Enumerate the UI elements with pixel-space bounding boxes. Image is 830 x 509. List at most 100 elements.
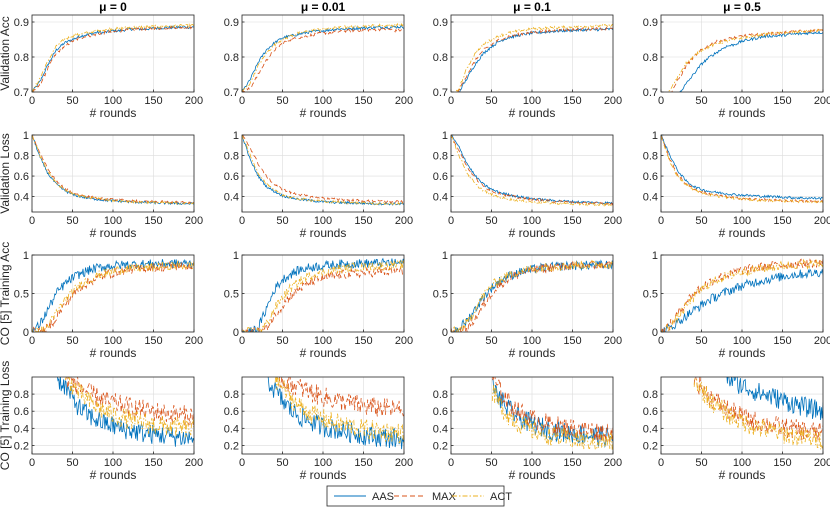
x-tick-label: 100 [733, 215, 751, 227]
x-tick-label: 50 [695, 335, 707, 347]
y-tick-label: 1 [233, 250, 239, 262]
series-line-act [491, 384, 613, 451]
y-tick-label: 0.4 [433, 192, 448, 204]
y-tick-label: 0.4 [224, 423, 239, 435]
x-tick-label: 150 [563, 457, 581, 469]
series-line-aas [267, 377, 404, 450]
y-tick-label: 0.9 [433, 17, 448, 29]
y-tick-label: 0.6 [14, 171, 29, 183]
y-tick-label: 0 [23, 327, 29, 339]
x-tick-label: 150 [354, 95, 372, 107]
x-tick-label: 100 [733, 457, 751, 469]
y-tick-label: 0.7 [643, 87, 658, 99]
x-tick-label: 0 [239, 457, 245, 469]
series-line-act [693, 377, 823, 450]
series-line-act [451, 259, 613, 332]
y-tick-label: 0.8 [224, 389, 239, 401]
y-tick-label: 0.4 [224, 192, 239, 204]
panel-r3-c1: 0 50 100 150 200 0 0.5 1 # rounds CO [5] Training… [0, 242, 203, 360]
y-tick-label: 0 [442, 327, 448, 339]
y-tick-label: 0.8 [433, 151, 448, 163]
series-line-act [64, 377, 194, 438]
panel-r4-c2: 0 50 100 150 200 0.2 0.4 0.6 0.8 # rounds [224, 376, 413, 482]
x-tick-label: 200 [185, 95, 203, 107]
x-tick-label: 0 [448, 335, 454, 347]
x-tick-label: 50 [485, 215, 497, 227]
y-tick-label: 1 [442, 250, 448, 262]
x-tick-label: 100 [523, 335, 541, 347]
x-axis-label: # rounds [300, 226, 347, 240]
series-line-aas [32, 25, 194, 92]
x-tick-label: 150 [144, 457, 162, 469]
legend-label-act: ACT [490, 491, 512, 503]
x-tick-label: 100 [733, 95, 751, 107]
x-tick-label: 200 [604, 335, 622, 347]
y-tick-label: 0.8 [224, 52, 239, 64]
x-tick-label: 50 [66, 457, 78, 469]
legend-label-max: MAX [432, 491, 457, 503]
y-tick-label: 0.8 [643, 389, 658, 401]
series-line-aas [451, 135, 613, 206]
series-line-max [32, 135, 194, 205]
y-tick-label: 0.6 [643, 406, 658, 418]
y-tick-label: 0 [233, 327, 239, 339]
series-line-max [32, 261, 194, 332]
x-tick-label: 50 [485, 457, 497, 469]
x-tick-label: 50 [276, 215, 288, 227]
x-tick-label: 200 [185, 457, 203, 469]
series-line-aas [56, 377, 194, 447]
y-tick-label: 0.7 [14, 87, 29, 99]
y-axis-label: CO [5] Training Loss [0, 361, 12, 470]
y-tick-label: 0.8 [433, 52, 448, 64]
x-tick-label: 200 [604, 215, 622, 227]
y-tick-label: 0.5 [14, 289, 29, 301]
x-tick-label: 150 [354, 215, 372, 227]
panel-r3-c4: 0 50 100 150 200 0 0.5 1 # rounds [643, 250, 830, 360]
y-tick-label: 0.4 [433, 423, 448, 435]
x-tick-label: 200 [395, 215, 413, 227]
series-line-act [455, 23, 613, 92]
x-axis-label: # rounds [719, 346, 766, 360]
y-tick-label: 0.6 [643, 171, 658, 183]
panel-r2-c2: 0 50 100 150 200 0.4 0.6 0.8 1 # rounds [224, 130, 413, 240]
x-tick-label: 0 [658, 335, 664, 347]
series-line-max [661, 135, 823, 204]
x-tick-label: 150 [563, 215, 581, 227]
y-tick-label: 1 [442, 130, 448, 142]
x-tick-label: 50 [276, 335, 288, 347]
x-axis-label: # rounds [300, 106, 347, 120]
x-tick-label: 100 [314, 95, 332, 107]
panel-r1-c1: 0 50 100 150 200 0.7 0.8 0.9 # rounds μ = 0 Valida… [0, 0, 203, 120]
x-tick-label: 200 [814, 457, 830, 469]
series-line-max [456, 26, 613, 92]
y-tick-label: 0 [652, 327, 658, 339]
panel-r3-c2: 0 50 100 150 200 0 0.5 1 # rounds [224, 250, 413, 360]
y-tick-label: 0.8 [643, 52, 658, 64]
x-tick-label: 200 [814, 95, 830, 107]
series-line-max [451, 260, 613, 332]
series-line-act [242, 259, 404, 332]
x-tick-label: 0 [29, 215, 35, 227]
x-tick-label: 100 [733, 335, 751, 347]
y-tick-label: 0.5 [224, 289, 239, 301]
x-tick-label: 0 [239, 95, 245, 107]
series-line-act [668, 28, 823, 92]
y-tick-label: 1 [652, 250, 658, 262]
panel-r2-c4: 0 50 100 150 200 0.4 0.6 0.8 1 # rounds [643, 130, 830, 240]
y-tick-label: 0.8 [224, 151, 239, 163]
x-tick-label: 150 [354, 457, 372, 469]
y-tick-label: 1 [23, 130, 29, 142]
y-tick-label: 0.2 [433, 440, 448, 452]
y-tick-label: 1 [652, 130, 658, 142]
x-tick-label: 200 [814, 335, 830, 347]
series-line-max [451, 135, 613, 206]
x-axis-label: # rounds [719, 226, 766, 240]
y-tick-label: 0.8 [14, 52, 29, 64]
x-tick-label: 0 [239, 215, 245, 227]
y-tick-label: 0.6 [14, 406, 29, 418]
x-axis-label: # rounds [90, 226, 137, 240]
series-line-act [242, 135, 404, 206]
x-tick-label: 0 [658, 457, 664, 469]
y-tick-label: 0.8 [14, 389, 29, 401]
